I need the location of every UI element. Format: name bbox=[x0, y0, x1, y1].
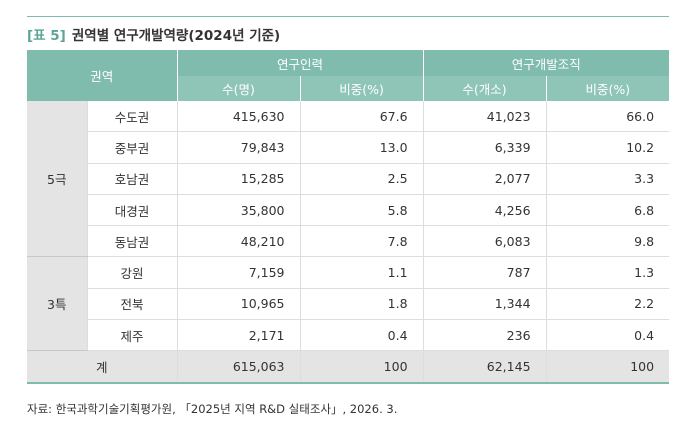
source-note: 자료: 한국과학기술기획평가원, 「2025년 지역 R&D 실태조사」, 20… bbox=[27, 402, 398, 416]
researchers-cell: 79,843 bbox=[176, 131, 301, 164]
region-cell: 대경권 bbox=[86, 194, 178, 227]
org-share-cell: 2.2 bbox=[545, 288, 670, 321]
org-share-cell: 3.3 bbox=[545, 163, 670, 195]
total-row: 계 615,063 100 62,145 100 bbox=[27, 350, 670, 384]
table-row: 5극 수도권 415,630 67.6 41,023 66.0 bbox=[27, 101, 670, 258]
region-cell: 중부권 bbox=[86, 131, 178, 164]
table-row: 3특 강원 7,159 1.1 787 1.3 bbox=[27, 256, 670, 352]
header-share-pct: 비중(%) bbox=[299, 76, 424, 101]
region-cell: 수도권 bbox=[86, 101, 178, 133]
orgs-cell: 6,083 bbox=[422, 225, 547, 258]
researcher-share-cell: 0.4 bbox=[299, 319, 424, 352]
researcher-share-cell: 2.5 bbox=[299, 163, 424, 195]
region-cell: 동남권 bbox=[86, 225, 178, 258]
researchers-cell: 2,171 bbox=[176, 319, 301, 352]
org-share-cell: 0.4 bbox=[545, 319, 670, 352]
orgs-cell: 1,344 bbox=[422, 288, 547, 321]
table-row: 동남권 48,210 7.8 6,083 9.8 bbox=[27, 225, 670, 258]
researchers-cell: 35,800 bbox=[176, 194, 301, 227]
table-row: 중부권 79,843 13.0 6,339 10.2 bbox=[27, 131, 670, 164]
researchers-cell: 48,210 bbox=[176, 225, 301, 258]
table-number: [표 5] bbox=[27, 28, 66, 44]
org-share-cell: 1.3 bbox=[545, 256, 670, 289]
researchers-cell: 15,285 bbox=[176, 163, 301, 195]
org-share-cell: 66.0 bbox=[545, 101, 670, 133]
header-share-pct-2: 비중(%) bbox=[545, 76, 670, 101]
researcher-share-cell: 5.8 bbox=[299, 194, 424, 227]
header-researchers: 연구인력 bbox=[176, 50, 424, 76]
researchers-cell: 415,630 bbox=[176, 101, 301, 133]
table-title: 권역별 연구개발역량(2024년 기준) bbox=[71, 28, 281, 44]
table-row: 전북 10,965 1.8 1,344 2.2 bbox=[27, 288, 670, 321]
researchers-cell: 10,965 bbox=[176, 288, 301, 321]
header-rnd-orgs: 연구개발조직 bbox=[422, 50, 670, 76]
researcher-share-cell: 13.0 bbox=[299, 131, 424, 164]
org-share-cell: 9.8 bbox=[545, 225, 670, 258]
region-cell: 전북 bbox=[86, 288, 178, 321]
org-share-cell: 6.8 bbox=[545, 194, 670, 227]
region-cell: 강원 bbox=[86, 256, 178, 289]
total-org-share: 100 bbox=[545, 350, 670, 384]
total-orgs: 62,145 bbox=[422, 350, 547, 384]
table-caption: [표 5] 권역별 연구개발역량(2024년 기준) bbox=[27, 24, 280, 44]
group-label: 3특 bbox=[27, 256, 87, 352]
total-researcher-share: 100 bbox=[299, 350, 424, 384]
total-label: 계 bbox=[27, 350, 178, 384]
researcher-share-cell: 1.8 bbox=[299, 288, 424, 321]
table-row: 대경권 35,800 5.8 4,256 6.8 bbox=[27, 194, 670, 227]
caption-top-rule bbox=[27, 16, 669, 17]
orgs-cell: 4,256 bbox=[422, 194, 547, 227]
region-cell: 제주 bbox=[86, 319, 178, 352]
total-researchers: 615,063 bbox=[176, 350, 301, 384]
researcher-share-cell: 67.6 bbox=[299, 101, 424, 133]
header-count-orgs: 수(개소) bbox=[422, 76, 547, 101]
header-region: 권역 bbox=[27, 50, 178, 101]
region-cell: 호남권 bbox=[86, 163, 178, 195]
org-share-cell: 10.2 bbox=[545, 131, 670, 164]
header-row-2: 수(명) 비중(%) 수(개소) 비중(%) bbox=[27, 76, 670, 101]
header-count-people: 수(명) bbox=[176, 76, 301, 101]
header-row-1: 권역 연구인력 연구개발조직 bbox=[27, 50, 670, 101]
rnd-capacity-table: 권역 연구인력 연구개발조직 수(명) 비중(%) 수(개소) 비중(%) 5극… bbox=[27, 50, 670, 384]
orgs-cell: 6,339 bbox=[422, 131, 547, 164]
table-row: 제주 2,171 0.4 236 0.4 bbox=[27, 319, 670, 352]
researcher-share-cell: 7.8 bbox=[299, 225, 424, 258]
orgs-cell: 41,023 bbox=[422, 101, 547, 133]
researcher-share-cell: 1.1 bbox=[299, 256, 424, 289]
group-label: 5극 bbox=[27, 101, 87, 258]
orgs-cell: 2,077 bbox=[422, 163, 547, 195]
table-row: 호남권 15,285 2.5 2,077 3.3 bbox=[27, 163, 670, 195]
researchers-cell: 7,159 bbox=[176, 256, 301, 289]
orgs-cell: 787 bbox=[422, 256, 547, 289]
orgs-cell: 236 bbox=[422, 319, 547, 352]
